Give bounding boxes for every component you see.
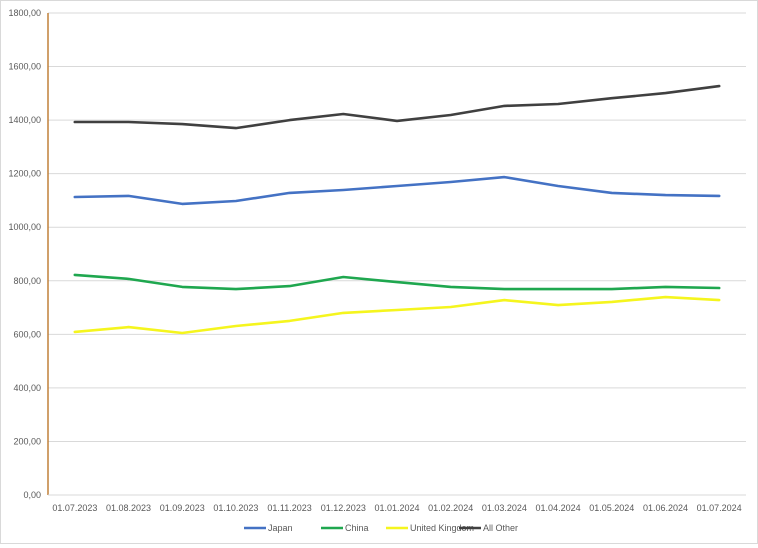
- x-tick-label: 01.03.2024: [482, 503, 527, 513]
- series-line-all-other: [73, 84, 721, 130]
- legend-label: United Kingdom: [410, 523, 474, 533]
- x-tick-label: 01.07.2023: [52, 503, 97, 513]
- y-tick-label: 200,00: [13, 436, 41, 446]
- y-tick-label: 1600,00: [8, 62, 41, 72]
- x-tick-label: 01.08.2023: [106, 503, 151, 513]
- series-line-united-kingdom: [73, 295, 721, 335]
- x-tick-label: 01.10.2023: [213, 503, 258, 513]
- y-tick-label: 1400,00: [8, 115, 41, 125]
- x-tick-label: 01.07.2024: [697, 503, 742, 513]
- x-tick-label: 01.11.2023: [267, 503, 311, 513]
- x-tick-label: 01.06.2024: [643, 503, 688, 513]
- series-line-japan: [73, 175, 721, 206]
- x-tick-label: 01.02.2024: [428, 503, 473, 513]
- x-tick-label: 01.09.2023: [160, 503, 205, 513]
- x-tick-label: 01.12.2023: [321, 503, 366, 513]
- x-tick-label: 01.01.2024: [374, 503, 419, 513]
- y-tick-label: 1800,00: [8, 8, 41, 18]
- legend-label: China: [345, 523, 369, 533]
- y-tick-label: 600,00: [13, 329, 41, 339]
- legend-label: All Other: [483, 523, 518, 533]
- x-tick-label: 01.05.2024: [589, 503, 634, 513]
- legend-label: Japan: [268, 523, 293, 533]
- y-tick-label: 800,00: [13, 276, 41, 286]
- y-tick-label: 0,00: [23, 490, 41, 500]
- y-tick-label: 1200,00: [8, 169, 41, 179]
- series-line-china: [73, 273, 721, 291]
- x-tick-label: 01.04.2024: [536, 503, 581, 513]
- y-tick-label: 400,00: [13, 383, 41, 393]
- y-tick-label: 1000,00: [8, 222, 41, 232]
